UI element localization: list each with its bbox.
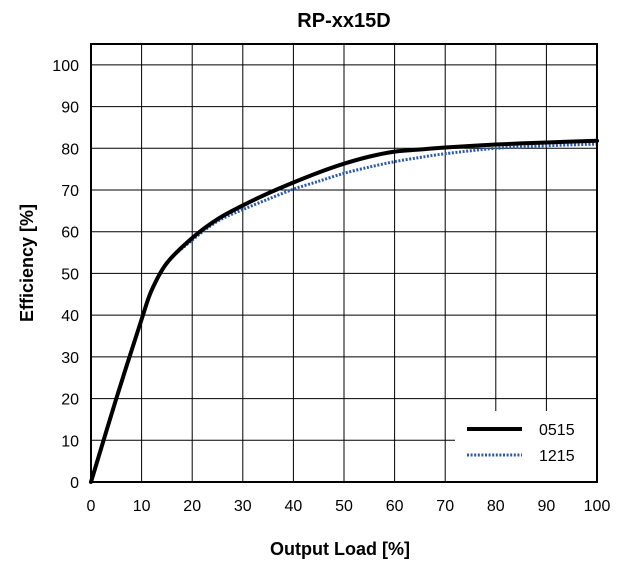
y-tick-label-90: 90 xyxy=(61,100,79,117)
x-tick-label-20: 20 xyxy=(183,498,201,515)
legend-label-0515: 0515 xyxy=(539,422,575,439)
y-tick-label-0: 0 xyxy=(70,475,79,492)
y-tick-label-80: 80 xyxy=(61,141,79,158)
x-tick-label-60: 60 xyxy=(386,498,404,515)
y-tick-label-10: 10 xyxy=(61,433,79,450)
series-lines xyxy=(89,138,599,484)
y-axis-label: Efficiency [%] xyxy=(17,204,37,322)
y-tick-label-40: 40 xyxy=(61,308,79,325)
plot-frame xyxy=(90,43,598,483)
series-line-1215 xyxy=(89,142,598,483)
x-tick-labels: 0 10 20 30 40 50 60 70 80 90 100 xyxy=(87,498,611,515)
series-line-0515 xyxy=(89,138,599,484)
x-axis-label: Output Load [%] xyxy=(270,539,410,559)
x-tick-label-80: 80 xyxy=(487,498,505,515)
legend: 0515 1215 xyxy=(455,411,596,481)
y-tick-label-100: 100 xyxy=(52,58,79,75)
y-tick-label-30: 30 xyxy=(61,350,79,367)
x-tick-label-10: 10 xyxy=(133,498,151,515)
x-tick-label-30: 30 xyxy=(234,498,252,515)
x-tick-label-70: 70 xyxy=(436,498,454,515)
chart-title: RP-xx15D xyxy=(297,10,390,32)
y-tick-label-20: 20 xyxy=(61,392,79,409)
y-tick-label-50: 50 xyxy=(61,266,79,283)
y-tick-label-60: 60 xyxy=(61,225,79,242)
legend-box xyxy=(455,411,596,481)
x-tick-label-100: 100 xyxy=(584,498,611,515)
legend-label-1215: 1215 xyxy=(539,448,575,465)
x-tick-label-90: 90 xyxy=(538,498,556,515)
y-tick-label-70: 70 xyxy=(61,183,79,200)
y-tick-labels: 0 10 20 30 40 50 60 70 80 90 100 xyxy=(52,58,79,492)
x-tick-label-50: 50 xyxy=(335,498,353,515)
x-tick-label-40: 40 xyxy=(285,498,303,515)
x-tick-label-0: 0 xyxy=(87,498,96,515)
